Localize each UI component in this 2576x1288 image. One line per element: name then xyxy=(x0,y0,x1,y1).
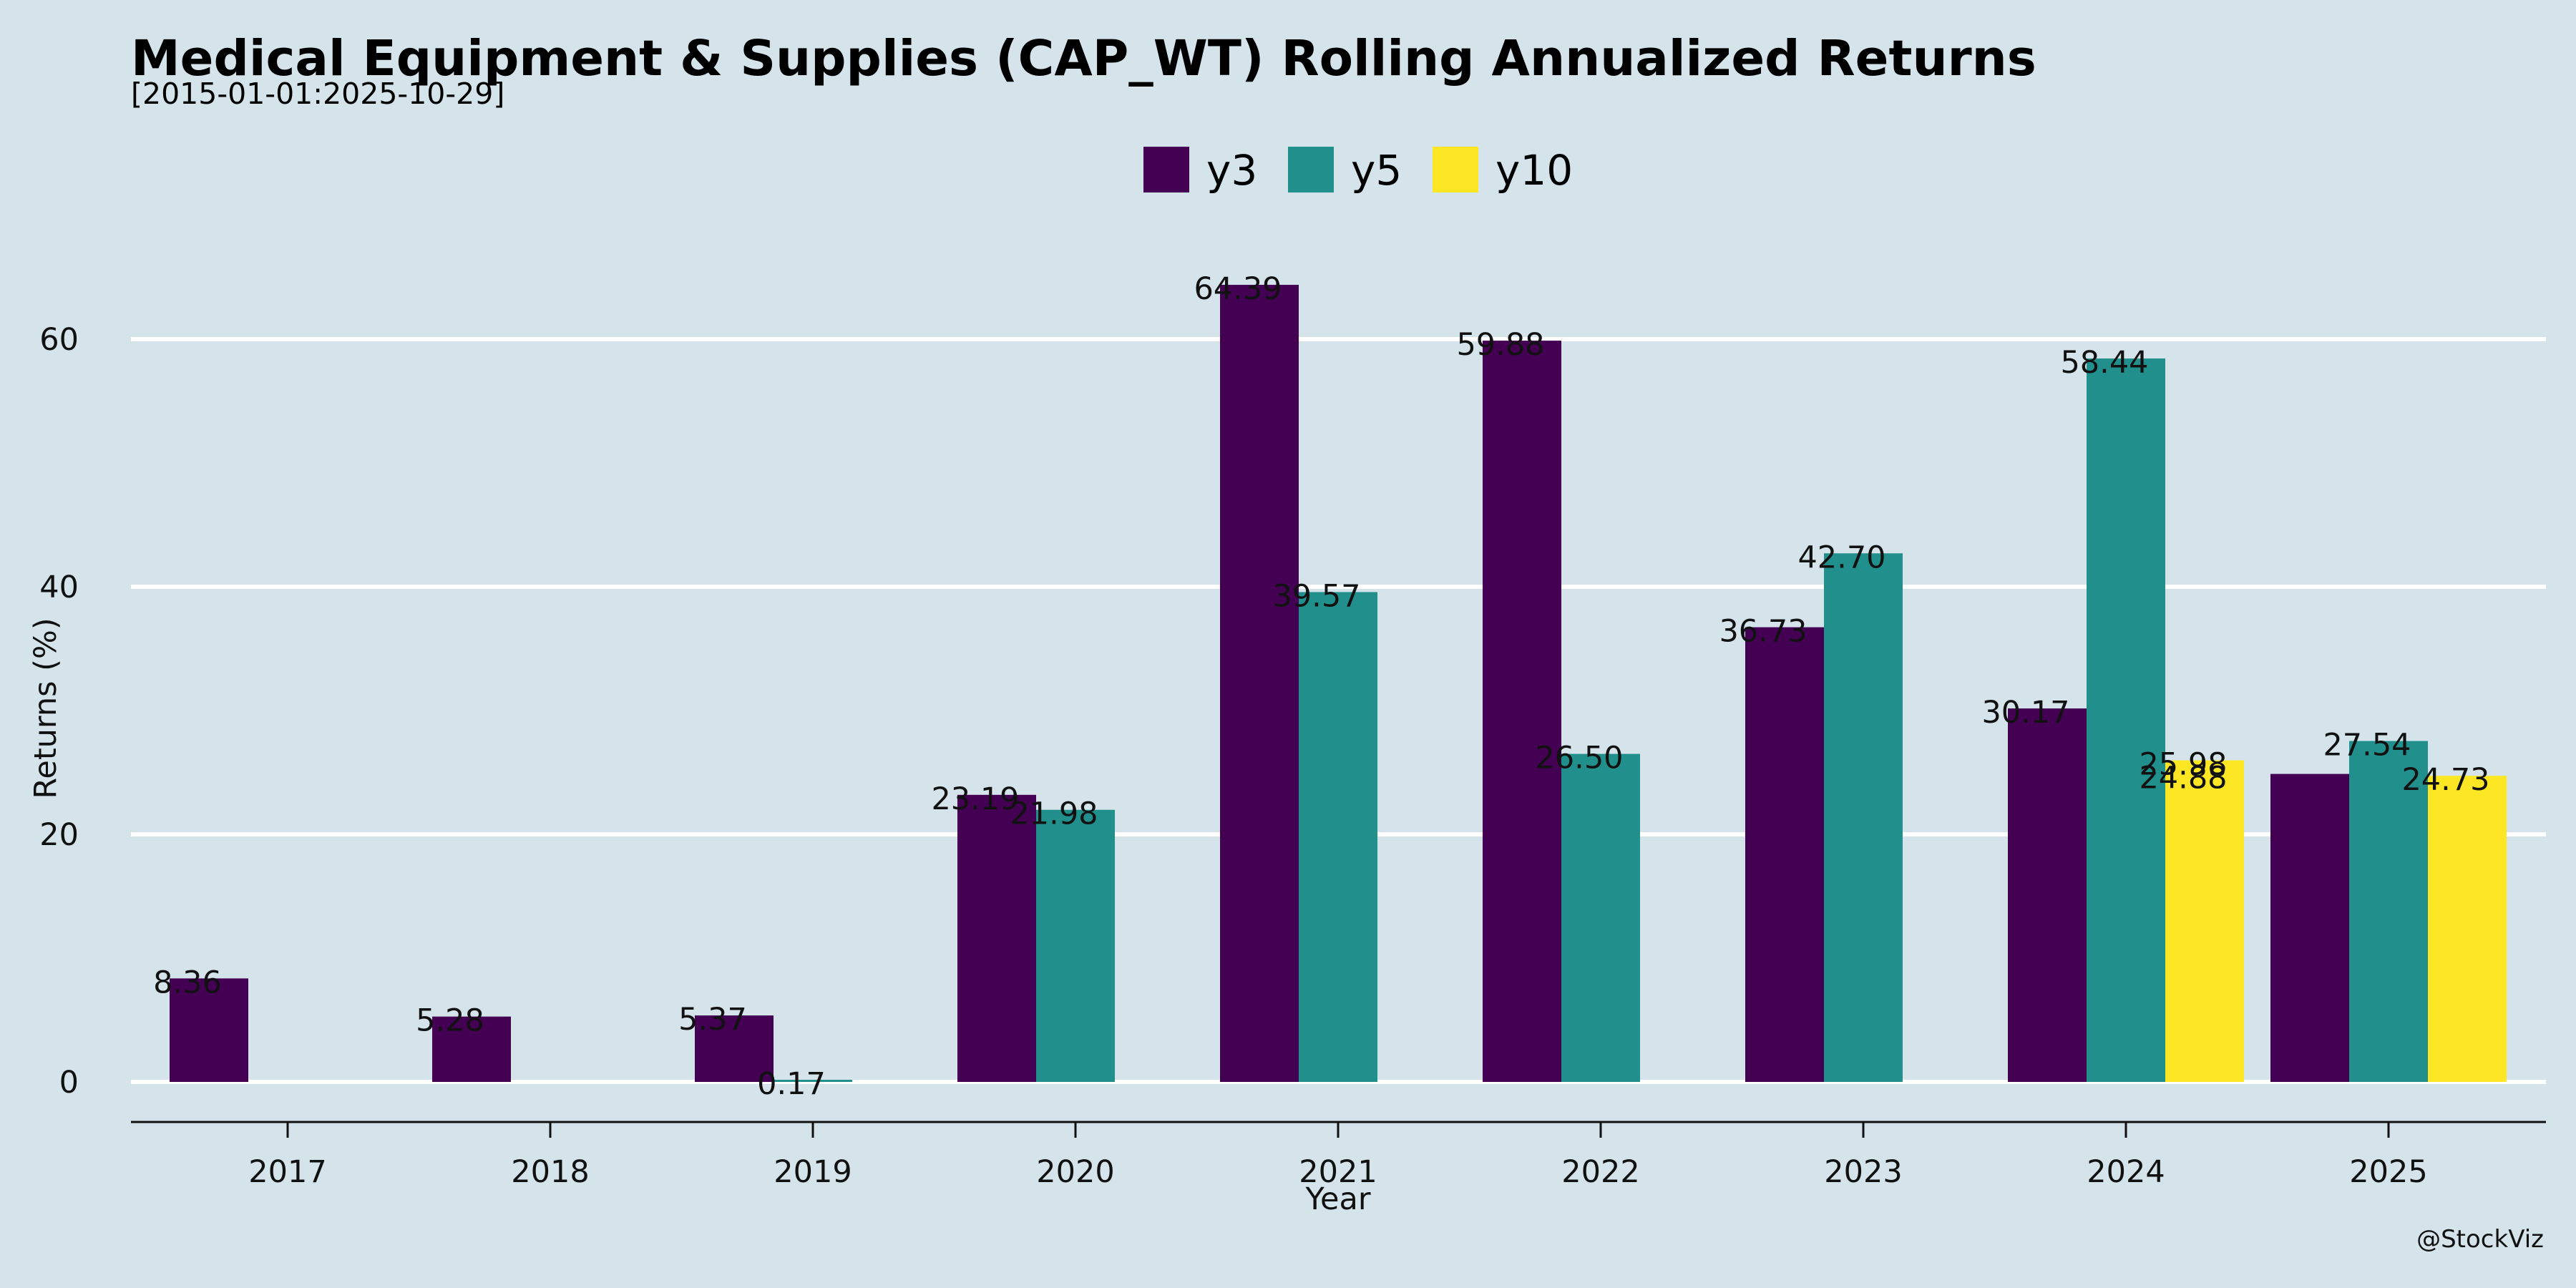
data-label: 21.98 xyxy=(1010,796,1098,832)
bar-y3 xyxy=(432,1016,511,1082)
bar-y5 xyxy=(1036,809,1115,1082)
data-label: 39.57 xyxy=(1272,578,1360,614)
value-labels: 8.36 5.28 5.37 23.19 64.39 59.88 36.73 30.17 27.… xyxy=(153,271,2489,1102)
bars xyxy=(170,285,2507,1083)
bar-y3 xyxy=(170,978,248,1082)
bar-y3 xyxy=(957,794,1036,1082)
data-label: 23.19 xyxy=(931,781,1019,817)
bar-y5 xyxy=(2349,741,2428,1082)
data-label: 58.44 xyxy=(2060,345,2148,381)
y-tick-label: 40 xyxy=(39,570,79,605)
data-label: 24.88 xyxy=(2139,761,2227,796)
y-tick-label: 60 xyxy=(39,322,79,358)
chart-title: Medical Equipment & Supplies (CAP_WT) Ro… xyxy=(131,30,2036,87)
data-label: 5.28 xyxy=(416,1003,484,1039)
x-tick-label: 2025 xyxy=(2349,1154,2427,1190)
bar-y3 xyxy=(695,1015,774,1082)
data-label: 59.88 xyxy=(1456,327,1544,363)
bar-y3 xyxy=(1483,341,1561,1083)
legend: y3 y5 y10 xyxy=(1143,146,1573,195)
x-axis-label: Year xyxy=(1304,1181,1370,1217)
data-label: 27.54 xyxy=(2323,728,2411,763)
legend-label-y3: y3 xyxy=(1206,146,1257,195)
y-tick-label: 20 xyxy=(39,817,79,853)
x-tick-label: 2018 xyxy=(511,1154,589,1190)
bar-y3 xyxy=(1220,285,1299,1083)
data-label: 24.73 xyxy=(2401,762,2489,798)
data-label: 0.17 xyxy=(757,1066,826,1102)
x-tick-label: 2023 xyxy=(1824,1154,1902,1190)
legend-swatch-y3 xyxy=(1143,147,1189,192)
bar-y5 xyxy=(774,1080,852,1082)
y-axis-label: Returns (%) xyxy=(28,618,64,799)
data-label: 42.70 xyxy=(1797,540,1885,575)
bar-y5 xyxy=(1299,592,1377,1082)
legend-label-y5: y5 xyxy=(1351,146,1402,195)
data-label: 36.73 xyxy=(1719,614,1807,650)
data-label: 64.39 xyxy=(1194,271,1282,307)
chart-subtitle: [2015-01-01:2025-10-29] xyxy=(131,77,504,111)
bar-y10 xyxy=(2165,760,2244,1082)
x-tick-label: 2020 xyxy=(1036,1154,1114,1190)
data-label: 25.98 xyxy=(2139,747,2227,783)
legend-swatch-y5 xyxy=(1288,147,1334,192)
data-label: 8.36 xyxy=(153,965,222,1000)
bar-y3 xyxy=(1745,627,1824,1082)
caption: @StockViz xyxy=(2416,1225,2544,1254)
bar-y5 xyxy=(1561,753,1640,1082)
x-tick-label: 2024 xyxy=(2087,1154,2165,1190)
x-tick-label: 2022 xyxy=(1561,1154,1639,1190)
y-tick-label: 0 xyxy=(59,1065,79,1101)
bar-y5 xyxy=(2087,358,2165,1082)
x-ticks: 2017 2018 2019 2020 2021 2022 2023 2024 2025 xyxy=(248,1122,2428,1190)
legend-label-y10: y10 xyxy=(1496,146,1573,195)
x-tick-label: 2021 xyxy=(1299,1154,1377,1190)
legend-swatch-y10 xyxy=(1433,147,1478,192)
bar-y5 xyxy=(1824,553,1903,1082)
bar-y3 xyxy=(2270,774,2349,1082)
data-label: 5.37 xyxy=(678,1002,747,1038)
bar-y3 xyxy=(2008,708,2087,1082)
data-label: 30.17 xyxy=(1981,695,2069,731)
x-tick-label: 2019 xyxy=(774,1154,852,1190)
bar-y10 xyxy=(2428,776,2507,1082)
data-label: 26.50 xyxy=(1535,741,1623,776)
x-tick-label: 2017 xyxy=(248,1154,326,1190)
y-ticks: 0 20 40 60 xyxy=(39,322,79,1101)
